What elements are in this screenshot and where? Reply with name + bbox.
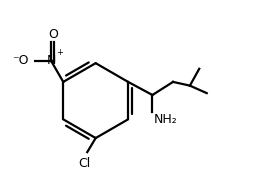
Text: NH₂: NH₂ [153,113,177,126]
Text: O: O [48,28,57,41]
Text: ⁻O: ⁻O [12,54,28,67]
Text: N: N [46,54,56,67]
Text: +: + [56,48,63,57]
Text: Cl: Cl [78,157,90,170]
